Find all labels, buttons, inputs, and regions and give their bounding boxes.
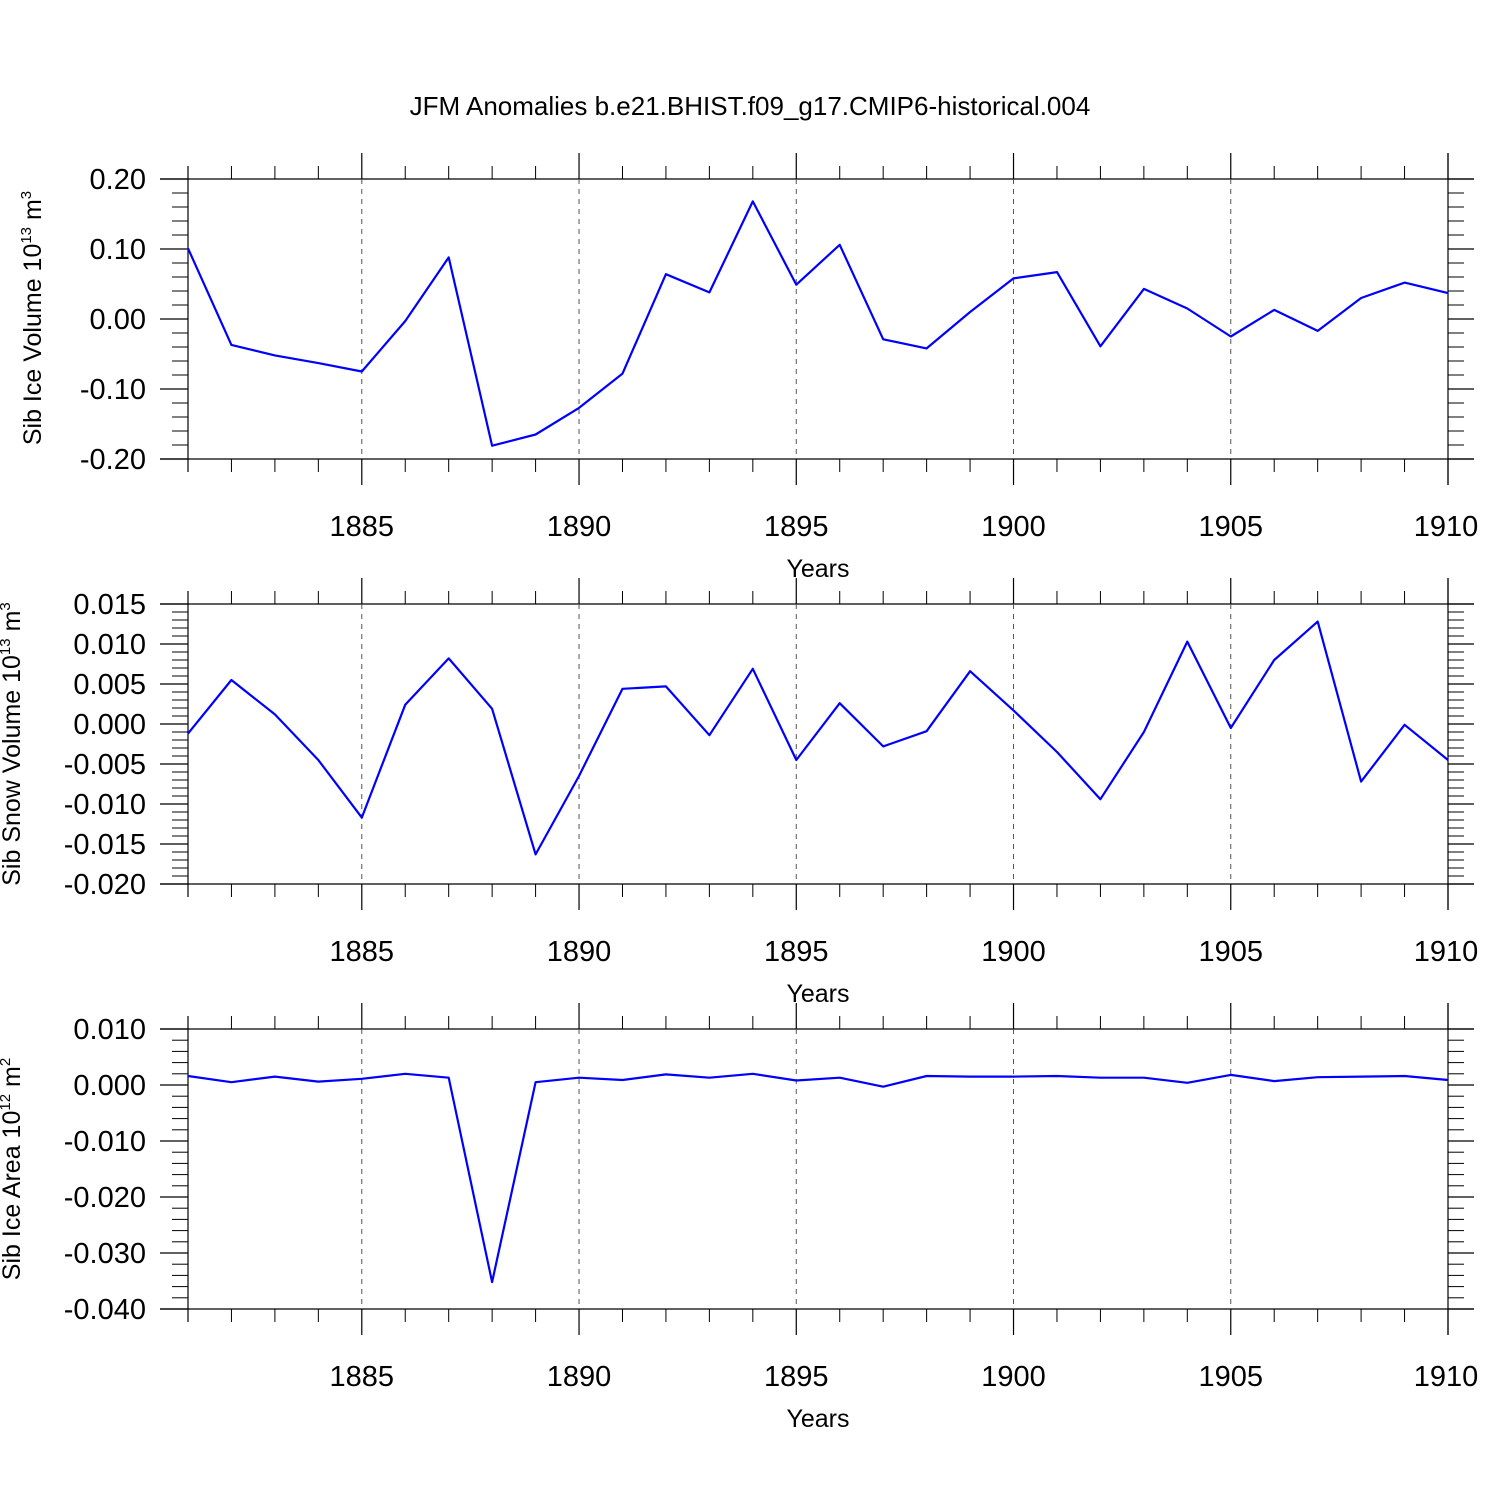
y-tick-label: 0.005 bbox=[73, 669, 146, 701]
data-line bbox=[186, 200, 1449, 447]
x-axis-label: Years bbox=[786, 980, 849, 1008]
y-axis-label-text: Sib Ice Area 10 bbox=[0, 1111, 26, 1281]
x-tick-label: 1900 bbox=[981, 1361, 1046, 1393]
y-tick-label: 0.010 bbox=[73, 629, 146, 661]
y-axis-label-text: Sib Ice Volume 10 bbox=[19, 244, 47, 446]
x-tick-label: 1895 bbox=[764, 1361, 829, 1393]
y-axis-label-unit: m bbox=[0, 611, 26, 639]
y-tick-label: -0.010 bbox=[64, 789, 146, 821]
y-axis-label-exponent: 12 bbox=[0, 1094, 14, 1111]
x-axis-label: Years bbox=[786, 555, 849, 583]
y-tick-label: -0.020 bbox=[64, 869, 146, 901]
x-tick-label: 1905 bbox=[1199, 1361, 1264, 1393]
x-tick-label: 1910 bbox=[1414, 1361, 1479, 1393]
data-line bbox=[187, 620, 1449, 856]
y-tick-label: -0.010 bbox=[64, 1126, 146, 1158]
y-axis-label: Sib Ice Area 1012 m2 bbox=[0, 1058, 26, 1280]
y-axis-label-unit-exponent: 3 bbox=[0, 602, 14, 610]
x-tick-label: 1885 bbox=[330, 936, 395, 968]
y-tick-label: 0.015 bbox=[73, 589, 146, 621]
y-axis-label: Sib Snow Volume 1013 m3 bbox=[0, 602, 26, 886]
y-tick-label: -0.020 bbox=[64, 1182, 146, 1214]
x-tick-label: 1890 bbox=[547, 511, 612, 543]
y-tick-label: -0.040 bbox=[64, 1294, 146, 1326]
x-tick-label: 1890 bbox=[547, 936, 612, 968]
y-axis-label-unit: m bbox=[0, 1066, 26, 1094]
y-tick-label: -0.20 bbox=[80, 444, 146, 476]
x-tick-label: 1910 bbox=[1414, 511, 1479, 543]
x-tick-label: 1900 bbox=[981, 511, 1046, 543]
y-tick-label: 0.20 bbox=[90, 164, 146, 196]
panel-ice-volume: -0.20 -0.10 0.00 0.10 0.20 1885 1890 1895 1900 19… bbox=[18, 153, 1478, 583]
panel-snow-volume: -0.020 -0.015 -0.010 -0.005 0.000 0.005 0.010 0… bbox=[0, 578, 1478, 1008]
y-tick-label: -0.030 bbox=[64, 1238, 146, 1270]
y-axis-label-unit-exponent: 3 bbox=[18, 191, 35, 199]
y-axis-label-unit-exponent: 2 bbox=[0, 1058, 14, 1066]
x-tick-label: 1895 bbox=[764, 511, 829, 543]
y-axis-label: Sib Ice Volume 1013 m3 bbox=[18, 191, 47, 445]
x-tick-label: 1885 bbox=[330, 511, 395, 543]
x-tick-label: 1910 bbox=[1414, 936, 1479, 968]
y-tick-label: 0.10 bbox=[90, 234, 146, 266]
y-axis-label-text: Sib Snow Volume 10 bbox=[0, 655, 26, 886]
x-tick-label: 1895 bbox=[764, 936, 829, 968]
y-tick-label: -0.005 bbox=[64, 749, 146, 781]
data-line bbox=[187, 1072, 1449, 1284]
x-tick-label: 1885 bbox=[330, 1361, 395, 1393]
y-tick-label: 0.010 bbox=[73, 1014, 146, 1046]
panel-ice-area: -0.040 -0.030 -0.020 -0.010 0.000 0.010 1885 18… bbox=[0, 1003, 1478, 1433]
y-tick-label: 0.000 bbox=[73, 1070, 146, 1102]
x-tick-label: 1890 bbox=[547, 1361, 612, 1393]
x-tick-label: 1905 bbox=[1199, 936, 1264, 968]
x-axis-label: Years bbox=[786, 1405, 849, 1433]
x-tick-label: 1900 bbox=[981, 936, 1046, 968]
y-tick-label: 0.000 bbox=[73, 709, 146, 741]
chart-title: JFM Anomalies b.e21.BHIST.f09_g17.CMIP6-… bbox=[410, 91, 1091, 121]
x-tick-label: 1905 bbox=[1199, 511, 1264, 543]
y-axis-label-exponent: 13 bbox=[18, 227, 35, 244]
y-tick-label: -0.10 bbox=[80, 374, 146, 406]
y-axis-label-exponent: 13 bbox=[0, 638, 14, 655]
y-axis-label-unit: m bbox=[19, 199, 47, 227]
y-tick-label: -0.015 bbox=[64, 829, 146, 861]
y-tick-label: 0.00 bbox=[90, 304, 146, 336]
